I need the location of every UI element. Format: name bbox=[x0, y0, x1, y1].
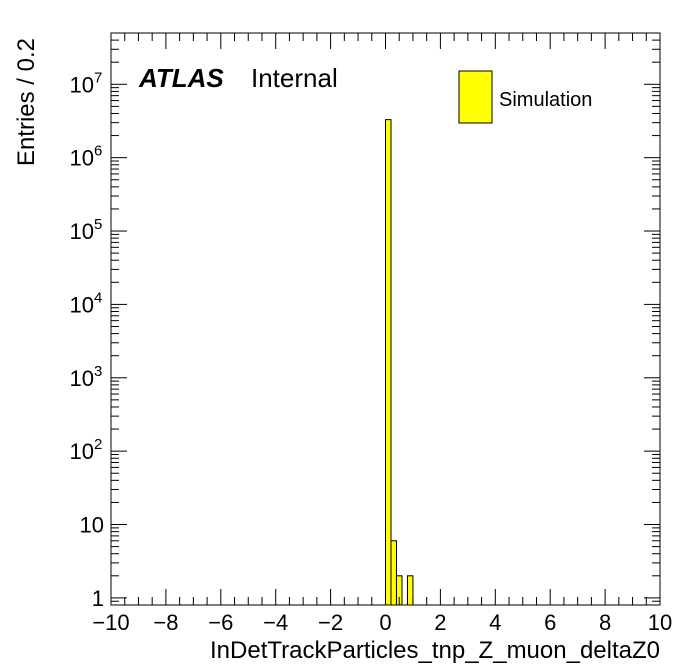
x-tick-label: −2 bbox=[318, 610, 343, 635]
y-tick-label: 10 bbox=[70, 439, 94, 464]
y-tick-exponent: 6 bbox=[94, 143, 102, 160]
histogram-bar bbox=[385, 119, 392, 606]
y-tick-label: 10 bbox=[70, 219, 94, 244]
x-tick-label: −10 bbox=[92, 610, 129, 635]
axis-ticks bbox=[110, 32, 661, 606]
histogram-bar bbox=[390, 540, 397, 606]
y-tick-label: 10 bbox=[70, 146, 94, 171]
histogram-bars bbox=[385, 119, 414, 606]
x-tick-label: 4 bbox=[489, 610, 501, 635]
x-tick-label: 6 bbox=[544, 610, 556, 635]
legend-label: Simulation bbox=[499, 89, 592, 111]
y-tick-label: 10 bbox=[70, 72, 94, 97]
y-tick-exponent: 3 bbox=[94, 363, 102, 380]
x-axis-label: InDetTrackParticles_tnp_Z_muon_deltaZ0 bbox=[210, 637, 660, 664]
x-tick-label: −4 bbox=[263, 610, 288, 635]
y-axis-label: Entries / 0.2 bbox=[13, 38, 40, 166]
y-tick-label: 10 bbox=[70, 292, 94, 317]
x-tick-label: −6 bbox=[208, 610, 233, 635]
x-tick-labels: −10 −8 −6 −4 −2 0 2 4 6 8 10 bbox=[92, 610, 672, 635]
x-tick-label: −8 bbox=[153, 610, 178, 635]
atlas-label: ATLAS bbox=[138, 63, 224, 93]
y-tick-label: 10 bbox=[80, 513, 104, 538]
y-tick-exponent: 2 bbox=[94, 436, 102, 453]
x-tick-label: 10 bbox=[648, 610, 672, 635]
internal-label: Internal bbox=[251, 63, 338, 93]
legend: Simulation bbox=[458, 70, 592, 124]
y-tick-exponent: 7 bbox=[94, 69, 102, 86]
y-tick-exponent: 4 bbox=[94, 289, 102, 306]
x-tick-label: 2 bbox=[434, 610, 446, 635]
plot-frame bbox=[110, 32, 661, 606]
y-tick-label: 1 bbox=[92, 586, 104, 611]
y-tick-label: 10 bbox=[70, 366, 94, 391]
legend-swatch bbox=[458, 70, 493, 124]
histogram-bar bbox=[406, 575, 414, 606]
x-tick-label: 8 bbox=[599, 610, 611, 635]
x-tick-label: 0 bbox=[379, 610, 391, 635]
y-tick-exponent: 5 bbox=[94, 216, 102, 233]
